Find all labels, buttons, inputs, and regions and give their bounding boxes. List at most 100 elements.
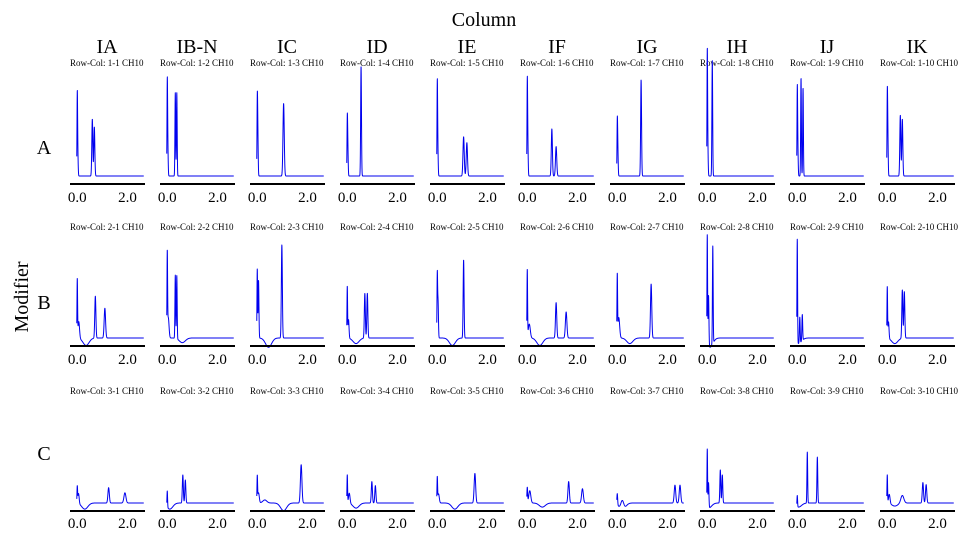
x-tick-label: 2.0 — [928, 516, 947, 532]
x-tick-label: 0.0 — [608, 516, 627, 532]
chromatogram-trace — [346, 285, 415, 345]
x-tick-label: 0.0 — [698, 516, 717, 532]
panel-title: Row-Col: 3-5 CH10 — [430, 386, 504, 396]
chromatogram-trace — [76, 485, 145, 510]
x-tick-label: 2.0 — [838, 516, 857, 532]
panel: Row-Col: 1-6 CH10 0.0 2.0 — [518, 58, 595, 206]
panel-title: Row-Col: 2-1 CH10 — [70, 222, 144, 232]
panel: Row-Col: 3-7 CH10 0.0 2.0 — [608, 386, 685, 532]
panel-title: Row-Col: 2-3 CH10 — [250, 222, 324, 232]
panel-title: Row-Col: 3-2 CH10 — [160, 386, 234, 396]
panel: Row-Col: 3-1 CH10 0.0 2.0 — [68, 386, 145, 532]
panel: Row-Col: 2-3 CH10 0.0 2.0 — [248, 222, 325, 368]
panel: Row-Col: 2-10 CH10 0.0 2.0 — [878, 222, 959, 368]
chromatogram-trace — [796, 78, 865, 177]
column-axis-title: Column — [452, 9, 516, 31]
x-tick-label: 0.0 — [248, 190, 267, 206]
x-tick-label: 2.0 — [118, 516, 137, 532]
chromatogram-trace — [706, 448, 775, 509]
x-tick-label: 2.0 — [568, 352, 587, 368]
chromatogram-trace — [706, 47, 775, 177]
chromatogram-trace — [346, 474, 415, 509]
chromatogram-trace — [706, 234, 775, 348]
x-tick-label: 0.0 — [518, 516, 537, 532]
x-tick-label: 0.0 — [158, 516, 177, 532]
x-tick-label: 2.0 — [118, 190, 137, 206]
column-header: IH — [726, 36, 747, 58]
panel: Row-Col: 1-10 CH10 0.0 2.0 — [878, 58, 959, 206]
panel-title: Row-Col: 2-6 CH10 — [520, 222, 594, 232]
panel: Row-Col: 1-5 CH10 0.0 2.0 — [428, 58, 505, 206]
x-tick-label: 0.0 — [698, 190, 717, 206]
panel-title: Row-Col: 3-1 CH10 — [70, 386, 144, 396]
panel-title: Row-Col: 1-5 CH10 — [430, 58, 504, 68]
column-header: IC — [277, 36, 297, 58]
x-tick-label: 0.0 — [608, 190, 627, 206]
x-tick-label: 0.0 — [878, 352, 897, 368]
panel-title: Row-Col: 3-8 CH10 — [700, 386, 774, 396]
chromatogram-trace — [616, 272, 685, 345]
column-header: IJ — [820, 36, 835, 58]
x-tick-label: 0.0 — [428, 352, 447, 368]
panel: Row-Col: 3-8 CH10 0.0 2.0 — [698, 386, 775, 532]
panel: Row-Col: 1-3 CH10 0.0 2.0 — [248, 58, 325, 206]
column-header: IA — [96, 36, 118, 58]
panel-title: Row-Col: 3-10 CH10 — [880, 386, 959, 396]
column-header: IB-N — [176, 36, 217, 58]
panel-title: Row-Col: 3-6 CH10 — [520, 386, 594, 396]
chromatogram-trace — [616, 484, 685, 507]
chromatogram-trace — [526, 75, 595, 177]
panel-title: Row-Col: 1-1 CH10 — [70, 58, 144, 68]
panel-title: Row-Col: 3-9 CH10 — [790, 386, 864, 396]
panel-title: Row-Col: 1-7 CH10 — [610, 58, 684, 68]
x-tick-label: 0.0 — [788, 352, 807, 368]
panel-title: Row-Col: 2-5 CH10 — [430, 222, 504, 232]
row-axis-title: Modifier — [11, 261, 33, 332]
panel-title: Row-Col: 2-9 CH10 — [790, 222, 864, 232]
panel: Row-Col: 2-9 CH10 0.0 2.0 — [788, 222, 865, 368]
column-header: IG — [636, 36, 657, 58]
chromatogram-trace — [436, 472, 505, 510]
panel-title: Row-Col: 1-9 CH10 — [790, 58, 864, 68]
x-tick-label: 2.0 — [478, 352, 497, 368]
chromatogram-trace — [166, 249, 235, 344]
x-tick-label: 2.0 — [208, 516, 227, 532]
x-tick-label: 0.0 — [878, 190, 897, 206]
panel: Row-Col: 1-1 CH10 0.0 2.0 — [68, 58, 145, 206]
x-tick-label: 0.0 — [608, 352, 627, 368]
x-tick-label: 2.0 — [838, 190, 857, 206]
chromatogram-trace — [76, 277, 145, 346]
panel: Row-Col: 1-4 CH10 0.0 2.0 — [338, 58, 415, 206]
row-headers: A B C — [37, 137, 52, 465]
x-tick-label: 2.0 — [388, 352, 407, 368]
x-tick-label: 0.0 — [428, 516, 447, 532]
x-tick-label: 0.0 — [338, 190, 357, 206]
column-header: IK — [906, 36, 928, 58]
chromatogram-trace — [76, 89, 145, 177]
x-tick-label: 2.0 — [568, 516, 587, 532]
chromatogram-trace — [526, 481, 595, 508]
x-tick-label: 0.0 — [68, 352, 87, 368]
x-tick-label: 2.0 — [928, 190, 947, 206]
chromatogram-trace — [256, 90, 325, 177]
x-tick-label: 0.0 — [158, 190, 177, 206]
panel: Row-Col: 1-7 CH10 0.0 2.0 — [608, 58, 685, 206]
panel: Row-Col: 3-3 CH10 0.0 2.0 — [248, 386, 325, 532]
panel: Row-Col: 2-8 CH10 0.0 2.0 — [698, 222, 775, 368]
panel-title: Row-Col: 1-2 CH10 — [160, 58, 234, 68]
x-tick-label: 0.0 — [788, 190, 807, 206]
row-header: B — [37, 292, 50, 314]
x-tick-label: 0.0 — [428, 190, 447, 206]
panel-title: Row-Col: 2-4 CH10 — [340, 222, 414, 232]
row-header: A — [37, 137, 52, 159]
panel-title: Row-Col: 3-7 CH10 — [610, 386, 684, 396]
x-tick-label: 2.0 — [658, 190, 677, 206]
x-tick-label: 2.0 — [748, 190, 767, 206]
x-tick-label: 2.0 — [298, 190, 317, 206]
chromatogram-trace — [616, 79, 685, 177]
x-tick-label: 2.0 — [748, 352, 767, 368]
x-tick-label: 2.0 — [208, 190, 227, 206]
panel: Row-Col: 3-6 CH10 0.0 2.0 — [518, 386, 595, 532]
